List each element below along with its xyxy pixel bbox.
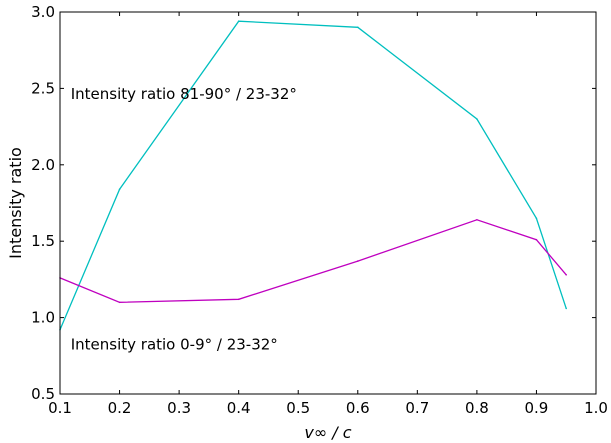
x-tick-label: 0.1 [48, 399, 72, 417]
series-layer [59, 20, 567, 331]
series-1-point [476, 118, 478, 120]
y-tick-label: 1.5 [31, 232, 55, 250]
series-2-point [118, 301, 121, 304]
ticks-layer [59, 11, 597, 395]
series-1-point [357, 26, 359, 29]
x-tick-label: 0.8 [465, 399, 489, 417]
x-tick-label: 0.6 [346, 399, 370, 417]
x-axis-label: v∞ / c [304, 423, 351, 442]
y-tick-label: 1.0 [31, 309, 55, 327]
annotation-2: Intensity ratio 0-9° / 23-32° [71, 336, 278, 354]
series-2-point [535, 238, 538, 241]
y-tick-label: 2.5 [31, 79, 55, 97]
x-tick-label: 0.5 [286, 399, 310, 417]
y-tick-label: 0.5 [31, 385, 55, 403]
series-1-point [237, 20, 240, 23]
x-tick-label: 0.7 [405, 399, 429, 417]
x-tick-label: 0.2 [108, 399, 132, 417]
y-tick-label: 3.0 [31, 3, 55, 21]
series-2-point [357, 260, 359, 262]
series-2-point [237, 298, 240, 301]
series-2-point [476, 219, 478, 221]
plot-frame [59, 11, 597, 395]
x-tick-label: 0.9 [525, 399, 549, 417]
x-tick-label: 0.4 [227, 399, 251, 417]
series-1-point [565, 307, 567, 310]
series-1-point [535, 217, 538, 220]
annotation-1: Intensity ratio 81-90° / 23-32° [71, 85, 297, 103]
series-line-1 [59, 20, 567, 331]
x-tick-label: 0.3 [167, 399, 191, 417]
series-line-2 [59, 219, 567, 303]
series-1-point [118, 188, 121, 190]
series-2-point [565, 274, 567, 276]
y-axis-label: Intensity ratio [6, 147, 25, 259]
y-tick-label: 2.0 [31, 156, 55, 174]
x-tick-label: 1.0 [584, 399, 608, 417]
labels-layer: 0.1 0.2 0.3 0.4 0.5 0.6 0.7 0.8 0.9 1.0 0.5 1.0 1.5 2… [31, 3, 608, 417]
